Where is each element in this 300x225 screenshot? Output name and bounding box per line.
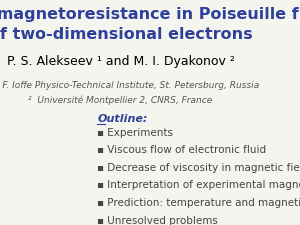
Text: P. S. Alekseev ¹ and M. I. Dyakonov ²: P. S. Alekseev ¹ and M. I. Dyakonov ² xyxy=(7,55,234,68)
Text: Negative magnetoresistance in Poiseuille flow
of two-dimensional electrons: Negative magnetoresistance in Poiseuille… xyxy=(0,7,300,42)
Text: ▪ Interpretation of experimental magnetoresistance data: ▪ Interpretation of experimental magneto… xyxy=(97,180,300,191)
Text: ▪ Prediction: temperature and magnetic field dependent Hall resistance: ▪ Prediction: temperature and magnetic f… xyxy=(97,198,300,208)
Text: ▪ Decrease of viscosity in magnetic field: ▪ Decrease of viscosity in magnetic fiel… xyxy=(97,163,300,173)
Text: ²  Université Montpellier 2, CNRS, France: ² Université Montpellier 2, CNRS, France xyxy=(28,95,213,105)
Text: ▪ Unresolved problems: ▪ Unresolved problems xyxy=(97,216,218,225)
Text: ¹  A. F. Ioffe Physico-Technical Institute, St. Petersburg, Russia: ¹ A. F. Ioffe Physico-Technical Institut… xyxy=(0,81,260,90)
Text: ▪ Viscous flow of electronic fluid: ▪ Viscous flow of electronic fluid xyxy=(97,145,266,155)
Text: Outline:: Outline: xyxy=(97,114,148,124)
Text: ▪ Experiments: ▪ Experiments xyxy=(97,128,173,138)
